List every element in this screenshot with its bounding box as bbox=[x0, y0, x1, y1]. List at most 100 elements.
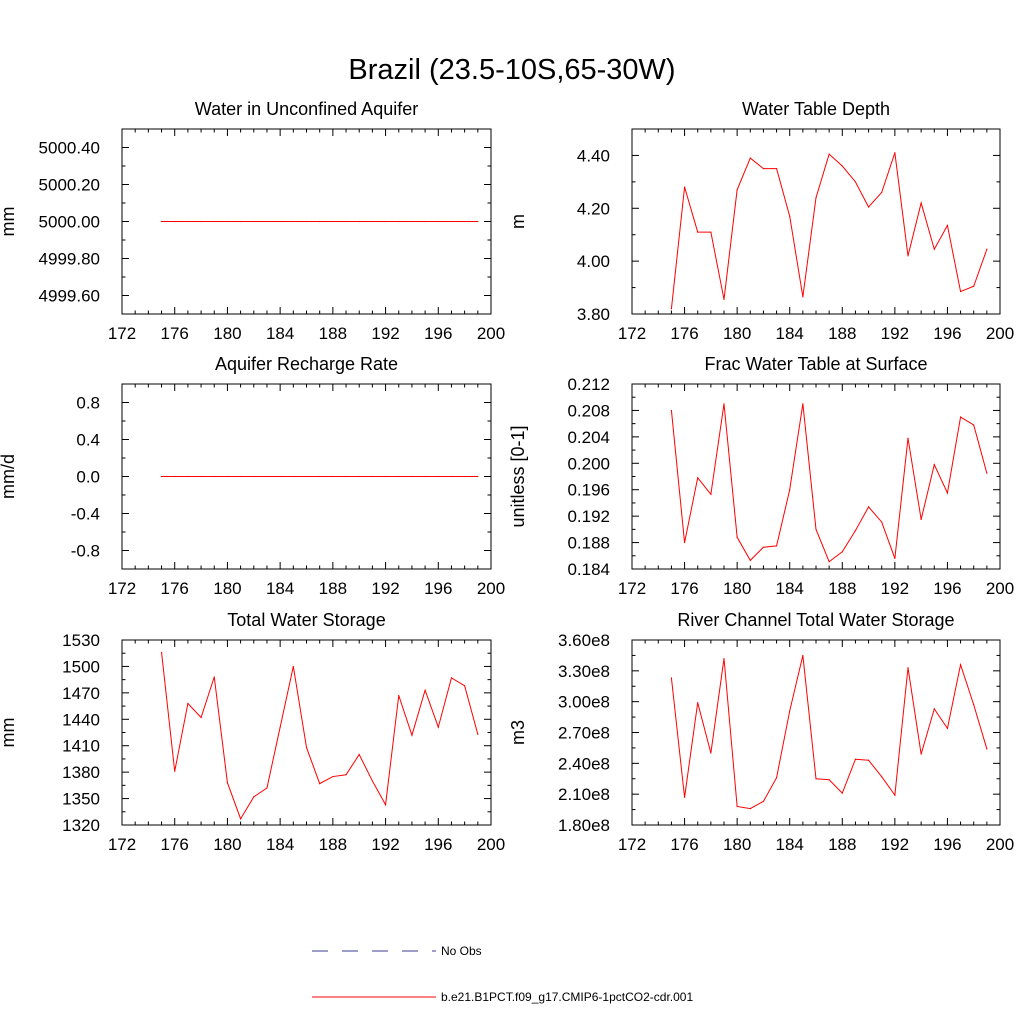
data-point bbox=[723, 657, 725, 660]
x-tick-label: 176 bbox=[161, 579, 189, 598]
data-point bbox=[815, 197, 817, 199]
x-tick-label: 188 bbox=[828, 579, 856, 598]
y-tick-label: 4.20 bbox=[577, 199, 610, 218]
data-point bbox=[398, 220, 400, 223]
data-point bbox=[240, 818, 242, 820]
data-point bbox=[411, 475, 413, 478]
data-point bbox=[371, 475, 373, 478]
x-tick-label: 180 bbox=[213, 579, 241, 598]
data-point bbox=[477, 220, 479, 223]
data-point bbox=[266, 220, 268, 223]
data-point bbox=[253, 796, 255, 798]
data-point bbox=[411, 220, 413, 223]
data-point bbox=[815, 528, 817, 530]
data-point bbox=[424, 689, 426, 691]
y-axis-label: m bbox=[508, 214, 528, 229]
data-point bbox=[959, 664, 962, 666]
x-tick-label: 192 bbox=[371, 579, 399, 598]
y-tick-label: 3.00e8 bbox=[558, 693, 610, 712]
data-point bbox=[670, 409, 673, 412]
data-point bbox=[450, 475, 453, 478]
y-tick-label: 0.0 bbox=[76, 468, 100, 487]
x-tick-label: 184 bbox=[266, 324, 294, 343]
chart-panel-5: Total Water Storage 172 176 180 184 188 192 196… bbox=[0, 610, 505, 854]
data-point bbox=[477, 733, 479, 735]
x-tick-label: 200 bbox=[477, 835, 505, 854]
data-point bbox=[371, 780, 373, 782]
data-point bbox=[762, 800, 765, 802]
y-tick-label: 1470 bbox=[62, 684, 100, 703]
x-tick-label: 172 bbox=[618, 579, 646, 598]
figure-title: Brazil (23.5-10S,65-30W) bbox=[348, 54, 675, 86]
data-point bbox=[841, 551, 843, 553]
data-point bbox=[920, 753, 922, 755]
data-point bbox=[841, 792, 843, 794]
data-point bbox=[973, 704, 975, 706]
data-point bbox=[670, 677, 673, 679]
data-point bbox=[959, 416, 962, 418]
data-point bbox=[200, 716, 202, 719]
data-point bbox=[279, 220, 281, 223]
y-tick-label: 2.70e8 bbox=[558, 724, 610, 743]
y-tick-label: 4999.80 bbox=[39, 250, 100, 269]
data-point bbox=[253, 220, 255, 223]
data-point bbox=[200, 475, 202, 478]
data-point bbox=[907, 667, 909, 669]
data-point bbox=[398, 694, 400, 697]
chart-panels: Water in Unconfined Aquifer 172 176 180 184 1… bbox=[0, 99, 1014, 854]
y-tick-label: -0.4 bbox=[71, 505, 100, 524]
x-tick-label: 200 bbox=[986, 579, 1014, 598]
data-point bbox=[266, 475, 268, 478]
data-point bbox=[226, 220, 229, 223]
data-point bbox=[946, 727, 949, 729]
x-tick-label: 196 bbox=[424, 324, 452, 343]
x-tick-label: 172 bbox=[108, 579, 136, 598]
data-point bbox=[160, 651, 163, 653]
y-tick-label: 5000.20 bbox=[39, 176, 100, 195]
data-point bbox=[959, 290, 962, 293]
x-tick-label: 188 bbox=[319, 579, 347, 598]
data-point bbox=[398, 475, 400, 478]
data-point bbox=[854, 758, 857, 760]
x-tick-label: 188 bbox=[828, 835, 856, 854]
y-tick-label: 1500 bbox=[62, 657, 100, 676]
x-tick-label: 184 bbox=[776, 579, 804, 598]
y-tick-label: 1.80e8 bbox=[558, 816, 610, 835]
x-tick-label: 176 bbox=[161, 835, 189, 854]
data-point bbox=[933, 248, 935, 250]
data-point bbox=[450, 220, 453, 223]
data-point bbox=[683, 796, 686, 798]
data-point bbox=[697, 702, 699, 704]
y-tick-label: 0.192 bbox=[567, 507, 610, 526]
x-tick-label: 176 bbox=[670, 835, 698, 854]
data-point bbox=[789, 710, 791, 712]
data-point bbox=[345, 475, 347, 478]
y-tick-label: 2.40e8 bbox=[558, 754, 610, 773]
chart-panel-2: Water Table Depth 172 176 180 184 188 192 196 20… bbox=[508, 99, 1014, 343]
x-tick-label: 196 bbox=[424, 579, 452, 598]
data-point bbox=[881, 191, 883, 194]
data-point bbox=[946, 224, 949, 227]
y-tick-label: 0.204 bbox=[567, 428, 610, 447]
x-tick-label: 184 bbox=[776, 835, 804, 854]
data-point bbox=[266, 787, 268, 789]
data-point bbox=[683, 186, 686, 188]
y-tick-label: 3.80 bbox=[577, 305, 610, 324]
data-point bbox=[710, 752, 712, 754]
data-point bbox=[384, 804, 387, 806]
x-tick-label: 180 bbox=[213, 835, 241, 854]
data-point bbox=[358, 220, 360, 223]
data-point bbox=[762, 168, 765, 170]
data-point bbox=[710, 493, 712, 495]
x-tick-label: 192 bbox=[881, 835, 909, 854]
data-point bbox=[160, 220, 163, 223]
y-tick-label: 2.10e8 bbox=[558, 785, 610, 804]
y-tick-label: 3.30e8 bbox=[558, 662, 610, 681]
data-point bbox=[319, 220, 321, 223]
legend-label: No Obs bbox=[441, 944, 482, 958]
x-tick-label: 196 bbox=[933, 324, 961, 343]
y-tick-label: 5000.00 bbox=[39, 213, 100, 232]
panel-title: Water in Unconfined Aquifer bbox=[195, 99, 418, 119]
data-point bbox=[933, 464, 935, 466]
series-line bbox=[670, 655, 988, 810]
